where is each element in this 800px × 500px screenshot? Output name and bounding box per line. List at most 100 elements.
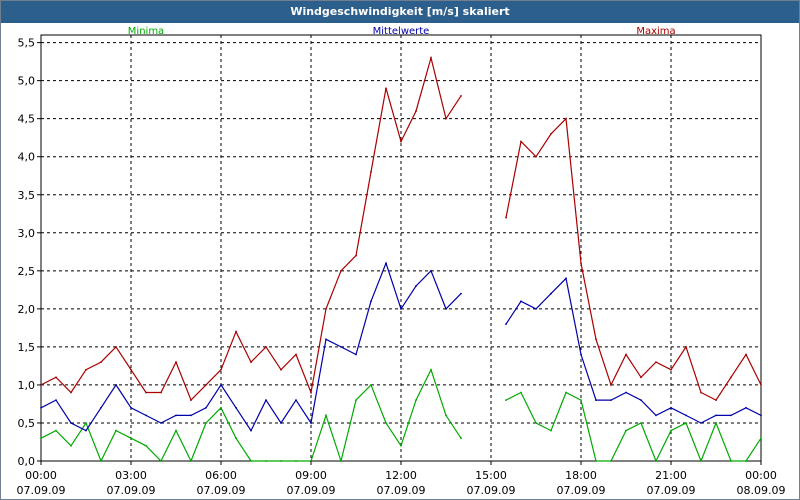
- data-point: [40, 437, 42, 440]
- data-point: [415, 399, 417, 402]
- data-point: [205, 406, 207, 409]
- data-point: [145, 414, 147, 417]
- data-point: [685, 345, 687, 348]
- data-point: [205, 422, 207, 424]
- data-point: [685, 422, 687, 424]
- data-point: [115, 429, 117, 432]
- x-tick-date: 07.09.09: [287, 484, 336, 497]
- data-point: [340, 460, 342, 462]
- y-tick-label: 0,0: [18, 455, 36, 468]
- data-point: [310, 422, 312, 424]
- data-point: [235, 406, 237, 409]
- data-point: [415, 285, 417, 287]
- data-point: [100, 361, 102, 364]
- data-point: [760, 414, 762, 417]
- data-point: [175, 414, 177, 417]
- data-point: [265, 345, 267, 348]
- data-point: [760, 437, 762, 440]
- data-point: [670, 368, 672, 371]
- data-point: [625, 429, 627, 432]
- data-point: [250, 361, 252, 364]
- data-point: [610, 384, 612, 386]
- data-point: [445, 117, 447, 120]
- data-point: [385, 87, 387, 90]
- data-point: [625, 353, 627, 356]
- y-tick-label: 3,0: [18, 227, 36, 240]
- series-maxima: [40, 55, 762, 402]
- data-point: [370, 171, 372, 173]
- y-tick-label: 3,5: [18, 189, 36, 202]
- data-point: [730, 460, 732, 462]
- x-tick-date: 07.09.09: [377, 484, 426, 497]
- data-point: [340, 269, 342, 272]
- line-chart: Minima Mittelwerte Maxima 0,0 0,5 1,0 1,5 2,0 2…: [17, 26, 786, 497]
- y-axis: 0,0 0,5 1,0 1,5 2,0 2,5 3,0 3,5 4,0 4,5 5,0 5,5: [18, 37, 41, 468]
- data-point: [250, 460, 252, 462]
- data-point: [640, 422, 642, 424]
- data-point: [70, 422, 72, 424]
- data-point: [730, 414, 732, 417]
- data-point: [400, 444, 402, 447]
- data-point: [550, 429, 552, 432]
- data-point: [190, 460, 192, 462]
- x-axis: 00:00 07.09.09 03:00 07.09.09 06:00 07.09.09 0…: [17, 461, 785, 497]
- data-point: [505, 216, 507, 219]
- data-point: [550, 132, 552, 135]
- data-point: [700, 391, 702, 394]
- window-title: Windgeschwindigkeit [m/s] skaliert: [1, 1, 799, 23]
- data-point: [160, 391, 162, 394]
- data-point: [580, 353, 582, 356]
- y-tick-label: 4,0: [18, 151, 36, 164]
- data-point: [115, 345, 117, 348]
- data-point: [595, 399, 597, 402]
- data-point: [280, 422, 282, 424]
- data-point: [325, 307, 327, 310]
- data-point: [745, 353, 747, 356]
- y-tick-label: 1,5: [18, 341, 36, 354]
- data-point: [595, 338, 597, 341]
- data-point: [355, 254, 357, 257]
- data-point: [445, 414, 447, 417]
- data-point: [325, 414, 327, 417]
- y-tick-label: 0,5: [18, 417, 36, 430]
- data-point: [655, 361, 657, 364]
- data-point: [205, 384, 207, 386]
- data-point: [565, 117, 567, 120]
- data-point: [100, 406, 102, 409]
- data-point: [385, 262, 387, 265]
- x-tick-date: 07.09.09: [647, 484, 696, 497]
- x-tick-time: 06:00: [205, 469, 237, 482]
- data-point: [280, 460, 282, 462]
- data-point: [295, 399, 297, 402]
- data-point: [655, 460, 657, 462]
- x-tick-time: 12:00: [385, 469, 417, 482]
- data-point: [235, 330, 237, 333]
- x-tick-date: 07.09.09: [17, 484, 66, 497]
- data-point: [355, 399, 357, 402]
- data-point: [280, 368, 282, 371]
- data-point: [640, 376, 642, 379]
- data-point: [430, 56, 432, 59]
- data-point: [430, 269, 432, 272]
- data-point: [175, 361, 177, 364]
- series-minima: [40, 368, 762, 464]
- data-point: [565, 277, 567, 280]
- data-point: [745, 460, 747, 462]
- data-point: [745, 406, 747, 409]
- data-point: [730, 376, 732, 379]
- data-point: [460, 94, 462, 97]
- x-tick-date: 07.09.09: [467, 484, 516, 497]
- data-point: [445, 307, 447, 310]
- x-tick-date: 07.09.09: [197, 484, 246, 497]
- data-point: [580, 262, 582, 265]
- data-point: [100, 460, 102, 462]
- data-point: [415, 110, 417, 112]
- data-point: [400, 307, 402, 310]
- data-point: [565, 391, 567, 394]
- data-point: [610, 460, 612, 462]
- data-point: [130, 406, 132, 409]
- data-point: [265, 460, 267, 462]
- data-point: [700, 460, 702, 462]
- data-point: [580, 399, 582, 402]
